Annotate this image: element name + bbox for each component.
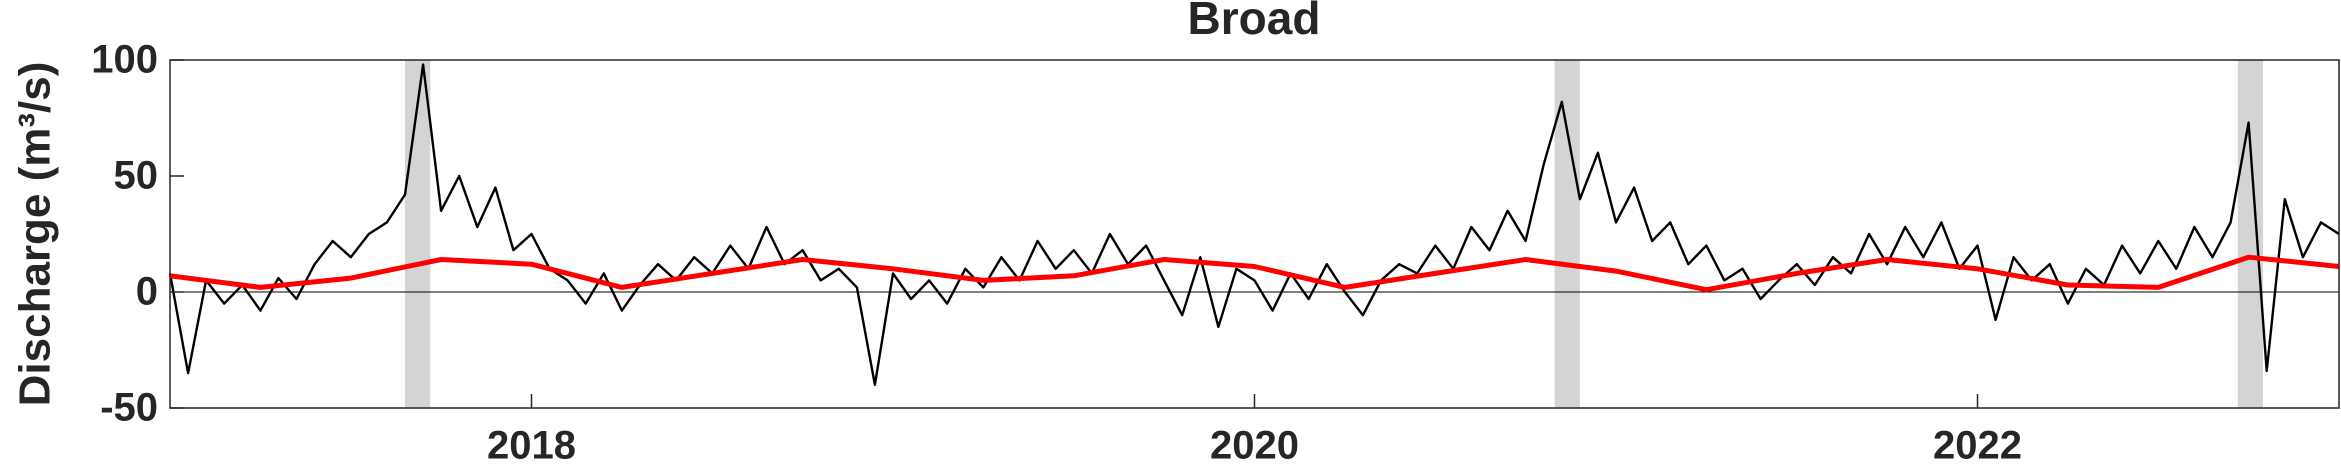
x-tick-label: 2020 xyxy=(1210,424,1299,468)
shaded-span xyxy=(1554,60,1580,408)
y-tick-label: -50 xyxy=(100,386,158,430)
chart-title: Broad xyxy=(1188,0,1321,44)
x-tick-label: 2018 xyxy=(487,424,576,468)
y-tick-label: 50 xyxy=(114,154,159,198)
series-line xyxy=(169,254,2340,293)
plot-frame xyxy=(169,59,2340,409)
y-tick-label: 0 xyxy=(136,270,158,314)
series-line xyxy=(168,63,2340,386)
y-tick-label: 100 xyxy=(91,38,158,82)
shaded-span xyxy=(404,60,431,408)
y-axis-label: Discharge (m³/s) xyxy=(11,62,60,407)
x-tick-label: 2022 xyxy=(1933,424,2022,468)
shaded-span xyxy=(2237,60,2264,408)
